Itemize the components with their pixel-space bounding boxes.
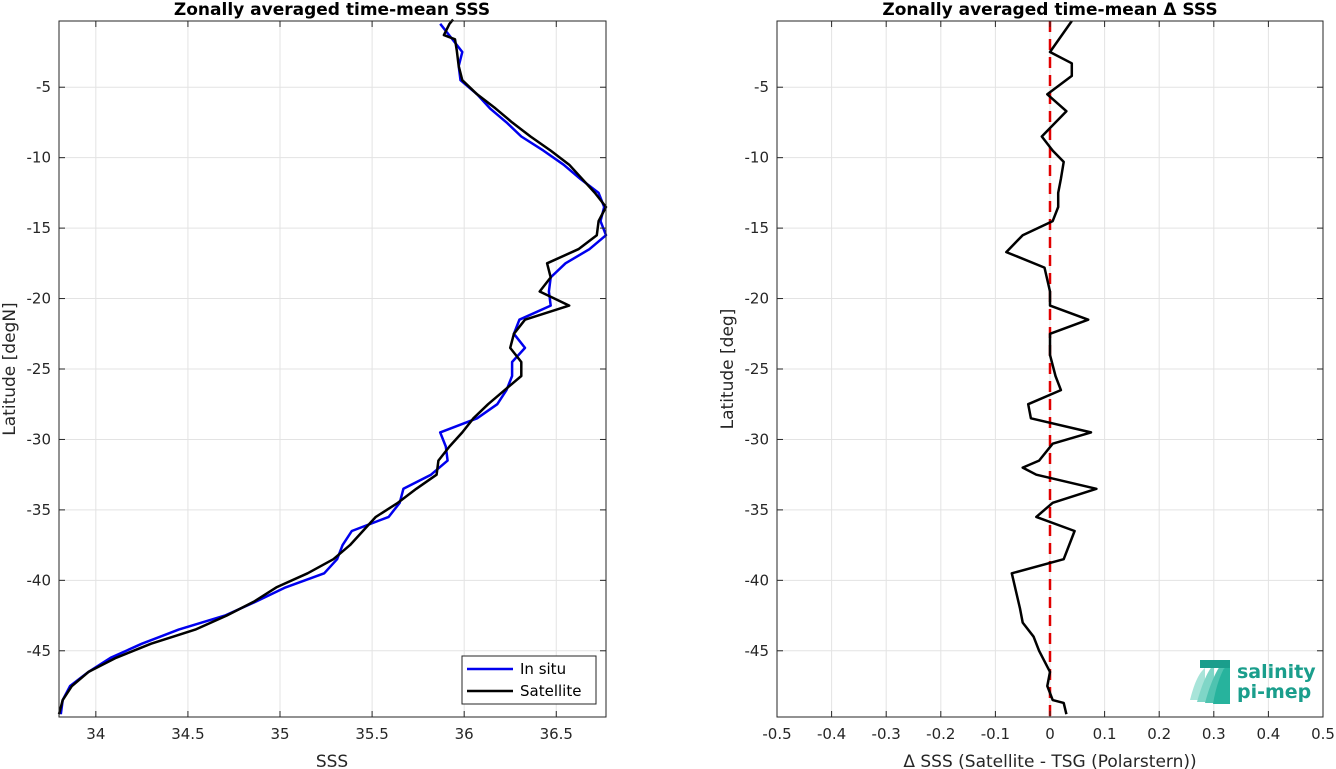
- legend-label-in-situ: In situ: [520, 660, 566, 678]
- x-tick-label: -0.4: [817, 725, 846, 743]
- right-series: [1005, 20, 1098, 715]
- y-tick-label: -35: [745, 501, 770, 519]
- y-tick-label: -20: [745, 290, 770, 308]
- legend-box: [461, 655, 597, 705]
- left-y-axis-label: Latitude [degN]: [0, 302, 20, 435]
- x-tick-label: 34: [86, 725, 105, 743]
- left-x-ticks: 34 34.5 35 35.5 36 36.5: [86, 21, 573, 743]
- y-tick-label: -5: [36, 78, 51, 96]
- right-x-ticks: -0.5 -0.4 -0.3 -0.2 -0.1 0 0.1 0.2 0.3 0.4 0.5: [762, 21, 1335, 743]
- right-panel-delta-sss: -0.5 -0.4 -0.3 -0.2 -0.1 0 0.1 0.2 0.3 0.4 0.5 -5-…: [718, 0, 1335, 769]
- left-y-ticks: -5 -10 -15 -20 -25 -30 -35 -40 -45: [27, 78, 606, 660]
- x-tick-label: 35: [270, 725, 289, 743]
- salinity-pi-mep-logo: salinity pi-mep: [1190, 660, 1316, 704]
- x-tick-label: -0.1: [981, 725, 1010, 743]
- right-y-ticks: -5 -10 -15 -20 -25 -30 -35 -40 -45: [745, 78, 1323, 660]
- legend: In situ Satellite: [461, 655, 597, 705]
- logo-line-1: salinity: [1237, 661, 1316, 683]
- left-panel-sss-profile: 34 34.5 35 35.5 36 36.5 -5-10-15-20-25-30-35-…: [0, 0, 608, 769]
- x-tick-label: 36.5: [540, 725, 573, 743]
- y-tick-label: -45: [745, 642, 770, 660]
- x-tick-label: -0.5: [762, 725, 791, 743]
- x-tick-label: 36: [455, 725, 474, 743]
- y-tick-label: -10: [745, 149, 770, 167]
- y-tick-label: -15: [745, 219, 770, 237]
- y-tick-label: -30: [27, 430, 52, 448]
- y-tick-label: -35: [27, 501, 52, 519]
- right-x-axis-label: Δ SSS (Satellite - TSG (Polarstern)): [903, 752, 1196, 769]
- x-tick-label: 34.5: [171, 725, 204, 743]
- series-line-delta-sss: [1005, 20, 1098, 715]
- left-x-axis-label: SSS: [316, 752, 348, 769]
- series-line-satellite: [57, 18, 608, 715]
- salinity-wave-icon: [1190, 660, 1230, 704]
- right-chart-title: Zonally averaged time-mean Δ SSS: [882, 0, 1217, 20]
- y-tick-label: -25: [745, 360, 770, 378]
- y-tick-label: -10: [27, 149, 52, 167]
- x-tick-label: -0.3: [872, 725, 901, 743]
- left-series: [57, 18, 608, 715]
- series-line-in-situ: [59, 23, 608, 715]
- y-tick-label: -25: [27, 360, 52, 378]
- x-tick-label: 35.5: [355, 725, 388, 743]
- x-tick-label: 0.1: [1093, 725, 1117, 743]
- x-tick-label: 0: [1045, 725, 1055, 743]
- y-tick-label: -40: [745, 571, 770, 589]
- x-tick-label: 0.3: [1202, 725, 1226, 743]
- y-tick-label: -40: [27, 571, 52, 589]
- x-tick-label: -0.2: [926, 725, 955, 743]
- x-tick-label: 0.5: [1311, 725, 1335, 743]
- y-tick-label: -5: [754, 78, 769, 96]
- logo-line-2: pi-mep: [1237, 681, 1311, 703]
- right-y-axis-label: Latitude [deg]: [718, 309, 738, 430]
- x-tick-label: 0.4: [1256, 725, 1280, 743]
- y-tick-label: -30: [745, 430, 770, 448]
- y-tick-label: -15: [27, 219, 52, 237]
- left-chart-title: Zonally averaged time-mean SSS: [174, 0, 490, 20]
- y-tick-label: -20: [27, 290, 52, 308]
- legend-label-satellite: Satellite: [520, 682, 581, 700]
- left-grid: [59, 21, 606, 717]
- y-tick-label: -45: [27, 642, 52, 660]
- x-tick-label: 0.2: [1147, 725, 1171, 743]
